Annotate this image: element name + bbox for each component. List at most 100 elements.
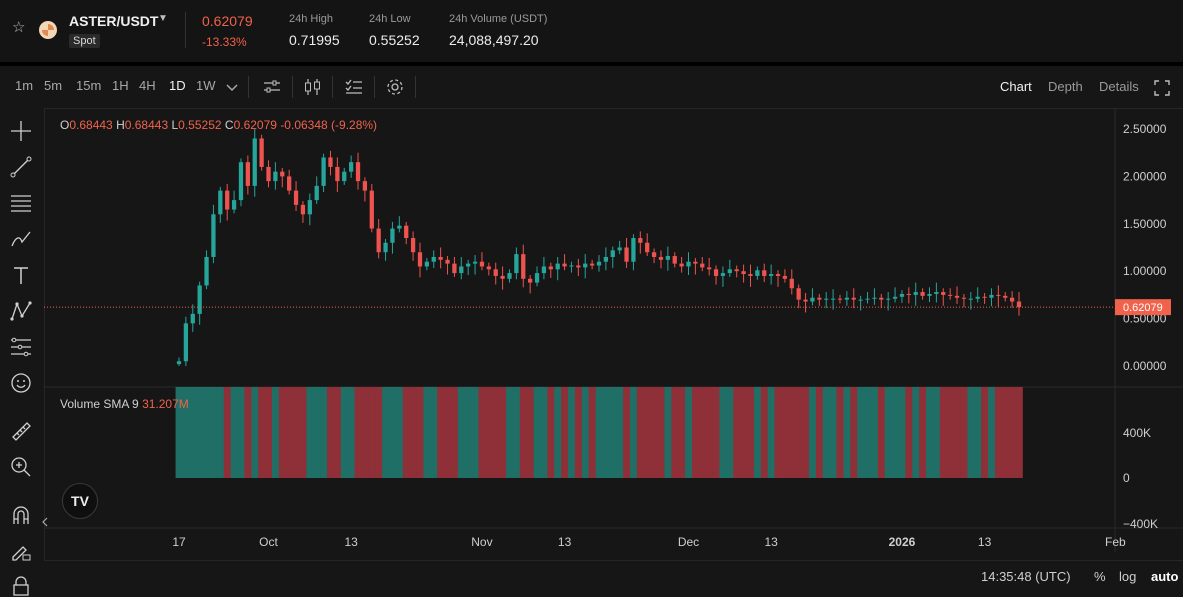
volume-bar (815, 387, 824, 478)
stat-value-low: 0.55252 (369, 32, 420, 48)
candlestick-type-icon[interactable] (303, 78, 323, 96)
pattern-icon[interactable] (10, 300, 32, 322)
symbol-selector[interactable]: ASTER/USDT (69, 13, 159, 29)
chevron-down-icon[interactable] (222, 78, 242, 96)
fullscreen-icon[interactable] (1152, 79, 1172, 97)
candle-body (479, 261, 485, 267)
candle-body (638, 238, 643, 243)
volume-bar (437, 387, 445, 478)
log-toggle[interactable]: log (1119, 569, 1137, 584)
candle-body (466, 263, 471, 267)
volume-bar (547, 387, 555, 478)
volume-bar (829, 387, 837, 478)
ticker-header (0, 0, 1183, 62)
candle-body (245, 162, 250, 186)
star-icon[interactable]: ☆ (12, 19, 26, 36)
trend-line-icon[interactable] (10, 156, 32, 178)
volume-bar (189, 387, 197, 478)
candle-body (445, 259, 450, 264)
candle-body (775, 274, 781, 276)
candle-body (707, 267, 712, 270)
auto-toggle[interactable]: auto (1151, 569, 1179, 584)
candle-body (748, 274, 753, 276)
volume-bar (932, 387, 941, 478)
timeframe-1d[interactable]: 1D (169, 78, 186, 93)
volume-bar (788, 387, 796, 478)
crosshair-icon[interactable] (10, 120, 32, 142)
candle-body (865, 298, 870, 300)
horizontal-lines-icon[interactable] (10, 192, 32, 214)
time-axis-label: Oct (259, 535, 278, 549)
candle-body (720, 273, 726, 276)
high-label: H (116, 118, 125, 132)
text-icon[interactable] (10, 264, 32, 286)
candle-body (383, 242, 388, 253)
volume-bar (981, 387, 989, 478)
aster-coin-icon (39, 21, 57, 39)
volume-bar (877, 387, 886, 478)
percent-toggle[interactable]: % (1094, 569, 1106, 584)
timeframe-1w[interactable]: 1W (196, 78, 216, 93)
volume-bar (1008, 387, 1016, 478)
candle-body (459, 266, 464, 274)
volume-bar (678, 387, 686, 478)
lock-drawing-icon[interactable] (10, 540, 32, 562)
candle-body (762, 270, 767, 276)
tab-depth[interactable]: Depth (1048, 79, 1083, 94)
volume-bar (395, 387, 404, 478)
volume-bar (595, 387, 603, 478)
brush-icon[interactable] (10, 228, 32, 250)
candle-body (651, 252, 657, 257)
candle-body (658, 256, 664, 260)
timeframe-15m[interactable]: 15m (76, 78, 102, 93)
candle-body (307, 200, 312, 215)
candle-body (948, 294, 953, 296)
candle-body (287, 176, 292, 191)
candle-body (789, 278, 794, 289)
candle-body (534, 273, 540, 283)
tab-chart[interactable]: Chart (1000, 79, 1032, 94)
volume-bar (809, 387, 817, 478)
volume-bar (967, 387, 975, 478)
volume-bar (960, 387, 968, 478)
volume-bar (485, 387, 493, 478)
candle-body (968, 298, 973, 300)
tradingview-logo[interactable]: TV (62, 483, 98, 519)
toolbar-divider (292, 76, 293, 98)
volume-bar (492, 387, 500, 478)
timeframe-5m[interactable]: 5m (44, 78, 63, 93)
ruler-icon[interactable] (10, 420, 32, 442)
measure-lines-icon[interactable] (10, 336, 32, 358)
candle-body (1016, 301, 1022, 308)
zoom-in-icon[interactable] (10, 456, 32, 478)
chevron-down-icon[interactable]: ▼ (158, 13, 168, 24)
timeframe-1h[interactable]: 1H (112, 78, 129, 93)
candle-body (713, 269, 719, 276)
candle-body (727, 269, 732, 274)
indicators-icon[interactable] (262, 78, 282, 96)
candle-body (507, 273, 512, 279)
magnet-icon[interactable] (10, 504, 32, 526)
candle-body (569, 265, 574, 267)
candle-body (858, 299, 863, 301)
timeframe-4h[interactable]: 4H (139, 78, 156, 93)
gear-icon[interactable] (385, 78, 405, 96)
volume-bar (602, 387, 610, 478)
volume-bar (409, 387, 417, 478)
emoji-icon[interactable] (10, 372, 32, 394)
time-axis-label: 13 (344, 535, 358, 549)
collapse-toolbar-icon[interactable] (41, 516, 49, 528)
volume-bar (450, 387, 459, 478)
volume-bar (1001, 387, 1010, 478)
candle-body (190, 313, 195, 324)
candle-body (996, 294, 1001, 296)
timeframe-1m[interactable]: 1m (15, 78, 34, 93)
template-list-icon[interactable] (344, 78, 364, 96)
tab-details[interactable]: Details (1099, 79, 1139, 94)
toolbar-divider (248, 76, 249, 98)
volume-bar (767, 387, 775, 478)
candle-body (782, 275, 788, 279)
candle-body (335, 166, 340, 182)
candle-body (314, 185, 319, 201)
